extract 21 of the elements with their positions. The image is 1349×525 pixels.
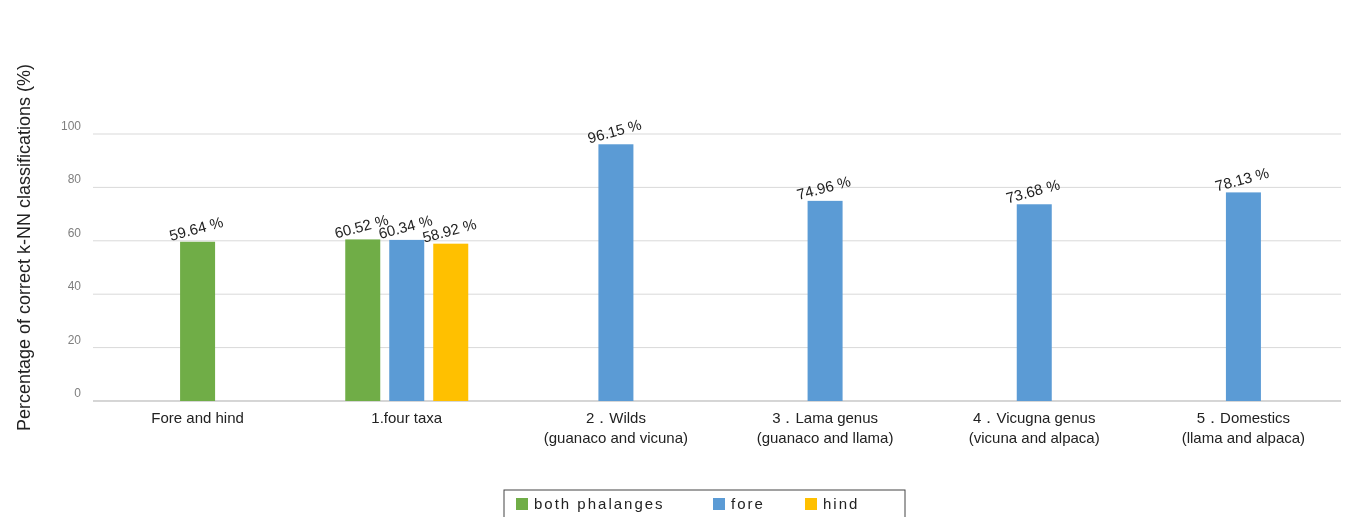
y-tick-label: 40: [67, 279, 82, 294]
y-tick-label: 80: [67, 172, 82, 187]
x-tick-label: Fore and hind: [151, 409, 244, 426]
y-tick-label: 60: [67, 225, 82, 240]
x-tick-label: 2．Wilds (guanaco and vicuna): [543, 409, 689, 446]
x-tick-label: 4．Vicugna genus (vicuna and alpaca): [968, 409, 1100, 446]
legend-label: both phalanges: [534, 495, 665, 512]
y-axis-title: Percentage of correct k-NN classifications (%): [14, 63, 34, 432]
y-tick-label: 100: [60, 119, 82, 133]
x-tick-label: 1.four taxa: [371, 409, 443, 426]
data-label: 96.15 %: [585, 115, 644, 147]
data-label: 73.68 %: [1004, 175, 1062, 207]
legend-label: hind: [823, 495, 860, 512]
x-tick-label: 5．Domestics (llama and alpaca): [1181, 409, 1306, 446]
data-label: 74.96 %: [794, 172, 853, 203]
data-label: 59.64 %: [167, 213, 225, 244]
y-tick-label: 0: [74, 386, 82, 400]
x-tick-label: 3．Lama genus (guanaco and llama): [756, 409, 894, 446]
data-label: 78.13 %: [1213, 163, 1271, 195]
y-tick-label: 20: [67, 332, 82, 347]
legend-label: fore: [731, 495, 765, 512]
